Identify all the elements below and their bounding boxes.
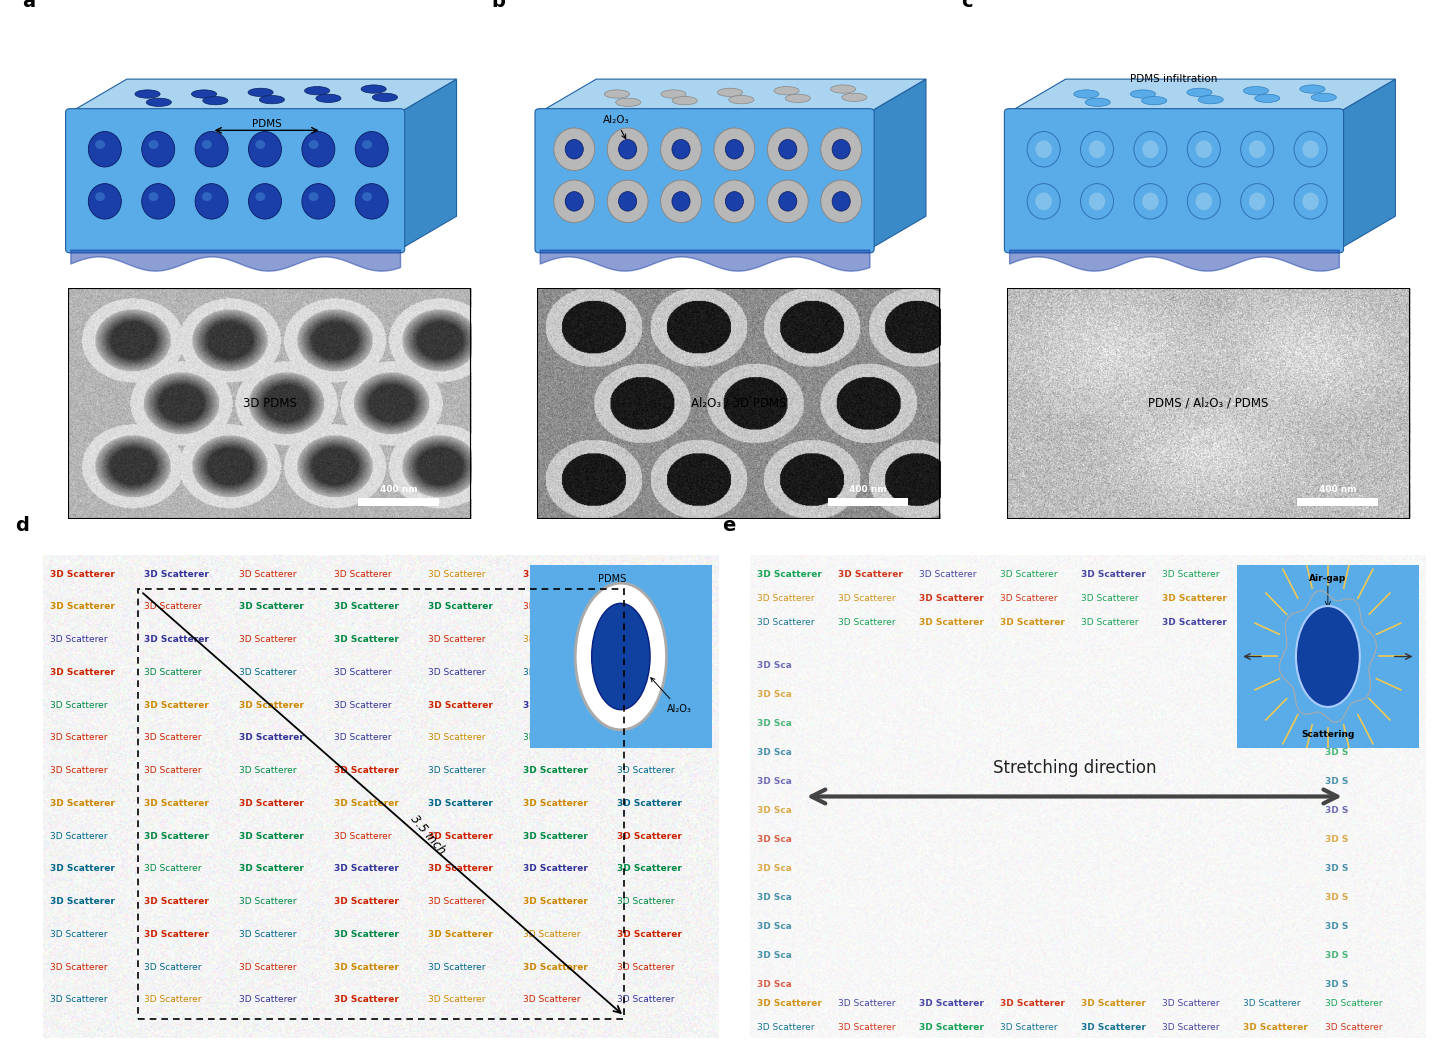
Text: b: b bbox=[491, 0, 505, 12]
Text: a: a bbox=[22, 0, 36, 12]
Text: d: d bbox=[16, 517, 29, 536]
Text: c: c bbox=[960, 0, 972, 12]
Text: e: e bbox=[723, 517, 736, 536]
